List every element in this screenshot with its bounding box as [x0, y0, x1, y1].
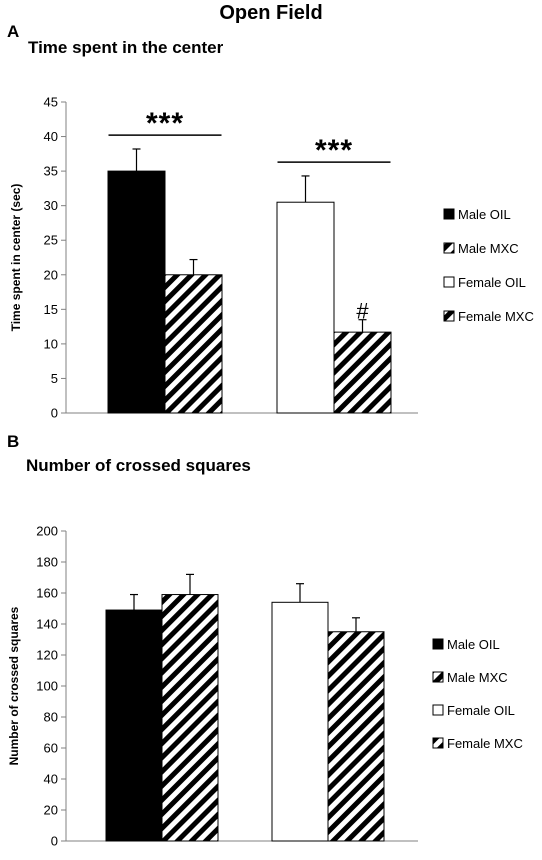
y-tick-label: 60: [44, 741, 58, 756]
legend-label: Female MXC: [458, 309, 534, 324]
bar: [333, 331, 392, 414]
legend-label: Male OIL: [458, 207, 511, 222]
significance-label: #: [356, 298, 369, 323]
legend-swatch: [432, 638, 444, 650]
y-axis-label: Number of crossed squares: [7, 606, 21, 765]
bar: [271, 601, 329, 842]
legend-swatch: [443, 310, 455, 322]
y-tick-label: 100: [36, 679, 58, 694]
bar: [164, 274, 223, 414]
y-axis-label: Time spent in center (sec): [9, 184, 23, 332]
legend-swatch: [443, 208, 455, 220]
y-tick-label: 40: [44, 129, 58, 144]
chart-a: 0 5 10 15 20 25 30 35 40 45 Time spent in center (…: [9, 95, 534, 421]
bar: [105, 609, 163, 842]
bar: [107, 170, 166, 414]
legend-swatch: [432, 671, 444, 683]
legend-label: Female MXC: [447, 736, 523, 751]
bar: [161, 594, 219, 842]
y-tick-label: 0: [51, 406, 58, 421]
legend-label: Female OIL: [458, 275, 526, 290]
y-tick-label: 15: [44, 302, 58, 317]
legend-swatch: [432, 704, 444, 716]
y-tick-label: 20: [44, 803, 58, 818]
panel-b-title: Number of crossed squares: [26, 456, 251, 475]
figure-title: Open Field: [219, 2, 323, 24]
legend-swatch: [443, 276, 455, 288]
legend-label: Female OIL: [447, 703, 515, 718]
y-tick-label: 10: [44, 336, 58, 351]
y-tick-label: 180: [36, 555, 58, 570]
y-tick-label: 5: [51, 371, 58, 386]
y-tick-label: 25: [44, 233, 58, 248]
y-tick-label: 45: [44, 95, 58, 110]
y-tick-label: 40: [44, 772, 58, 787]
panel-a-title: Time spent in the center: [28, 38, 224, 57]
legend-label: Male MXC: [458, 241, 519, 256]
y-tick-label: 140: [36, 617, 58, 632]
panel-b-letter: B: [7, 432, 20, 451]
significance-label: ***: [146, 107, 184, 140]
chart-b: 0 20 40 60 80 100 120 140 160 180 200 Number of cro…: [7, 524, 523, 849]
legend-swatch: [432, 737, 444, 749]
y-tick-label: 0: [51, 834, 58, 849]
legend-label: Male MXC: [447, 670, 508, 685]
y-tick-label: 160: [36, 586, 58, 601]
legend-swatch: [443, 242, 455, 254]
y-tick-label: 35: [44, 164, 58, 179]
y-tick-label: 120: [36, 648, 58, 663]
y-tick-label: 80: [44, 710, 58, 725]
y-tick-label: 20: [44, 267, 58, 282]
panel-a-letter: A: [7, 22, 20, 41]
bar: [276, 201, 335, 414]
significance-label: ***: [315, 134, 353, 167]
bar: [327, 631, 385, 842]
y-tick-label: 30: [44, 198, 58, 213]
y-tick-label: 200: [36, 524, 58, 539]
legend-label: Male OIL: [447, 637, 500, 652]
